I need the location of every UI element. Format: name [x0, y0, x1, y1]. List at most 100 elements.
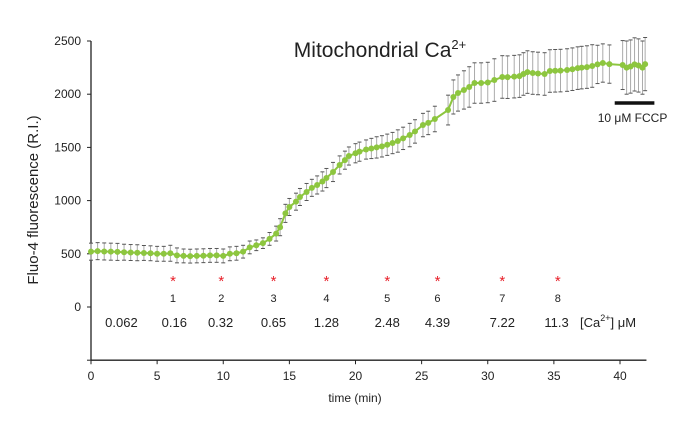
data-point	[578, 64, 585, 71]
data-point	[412, 128, 419, 135]
addition-number: 1	[170, 293, 176, 305]
y-tick-label: 1000	[54, 194, 81, 208]
x-tick-label: 0	[88, 369, 95, 383]
data-point	[425, 119, 432, 126]
data-point	[282, 210, 289, 217]
concentration-label: 4.39	[425, 315, 450, 330]
data-point	[356, 148, 363, 155]
y-tick-label: 1500	[54, 140, 81, 154]
data-point	[88, 248, 94, 255]
data-point	[546, 68, 553, 75]
data-point	[140, 249, 147, 256]
data-point	[504, 74, 511, 81]
concentration-label: 2.48	[375, 315, 400, 330]
data-point	[529, 70, 536, 77]
x-tick-label: 25	[415, 369, 429, 383]
chart-title: Mitochondrial Ca2+	[294, 37, 466, 62]
data-point	[384, 141, 391, 148]
y-tick-label: 2000	[54, 87, 81, 101]
y-tick-label: 2500	[54, 34, 81, 48]
data-point	[207, 252, 214, 259]
data-point	[173, 252, 180, 259]
data-point	[336, 161, 343, 168]
x-tick-label: 15	[283, 369, 297, 383]
data-point	[246, 244, 253, 251]
data-point	[394, 138, 401, 145]
addition-number: 2	[218, 293, 224, 305]
data-point	[253, 242, 260, 249]
concentration-label: 1.28	[314, 315, 339, 330]
data-point	[419, 122, 426, 129]
addition-marker: *	[218, 273, 224, 290]
data-point	[445, 107, 452, 114]
data-point	[193, 252, 200, 259]
addition-marker: *	[435, 273, 441, 290]
addition-number: 7	[499, 293, 505, 305]
data-point	[491, 77, 498, 84]
data-point	[167, 250, 174, 257]
concentration-label: 0.062	[105, 315, 138, 330]
data-point	[368, 145, 375, 152]
data-point	[642, 61, 649, 68]
concentration-unit: [Ca2+] μM	[580, 313, 636, 330]
data-point	[378, 143, 385, 150]
y-axis-label: Fluo-4 fluorescence (R.I.)	[25, 115, 42, 284]
data-point	[345, 153, 352, 160]
data-point	[406, 132, 413, 139]
data-point	[127, 249, 134, 256]
addition-marker: *	[170, 273, 176, 290]
data-point	[564, 67, 571, 74]
data-point	[589, 63, 596, 70]
y-tick-label: 500	[61, 247, 81, 261]
x-tick-label: 30	[481, 369, 495, 383]
addition-marker: *	[499, 273, 505, 290]
addition-marker: *	[271, 273, 277, 290]
data-point	[552, 67, 559, 74]
data-point	[273, 230, 280, 237]
x-tick-label: 5	[154, 369, 161, 383]
data-point	[240, 248, 247, 255]
data-point	[308, 184, 315, 191]
data-point	[484, 79, 491, 86]
data-point	[292, 198, 299, 205]
data-point	[389, 140, 396, 147]
data-point	[524, 69, 531, 76]
data-point	[114, 248, 121, 255]
data-point	[541, 70, 548, 77]
data-point	[134, 249, 141, 256]
concentration-label: 0.32	[208, 315, 233, 330]
addition-marker: *	[384, 273, 390, 290]
data-point	[569, 66, 576, 73]
data-point	[319, 178, 326, 185]
data-point	[535, 70, 542, 77]
data-point	[107, 248, 114, 255]
data-point	[94, 248, 101, 255]
data-point	[373, 144, 380, 151]
data-point	[323, 175, 330, 182]
x-axis-label: time (min)	[328, 391, 381, 405]
data-point	[160, 250, 167, 257]
data-point	[259, 240, 266, 247]
x-tick-label: 20	[349, 369, 363, 383]
data-point	[460, 86, 467, 93]
data-point	[147, 250, 154, 257]
data-point	[478, 80, 485, 87]
data-point	[599, 60, 606, 67]
data-point	[450, 93, 457, 100]
data-point	[363, 146, 370, 153]
addition-marker: *	[323, 273, 329, 290]
data-point	[213, 252, 220, 259]
concentration-label: 11.3	[544, 315, 568, 330]
data-point	[511, 73, 518, 80]
data-point	[187, 253, 194, 260]
addition-marker: *	[555, 273, 561, 290]
data-point	[341, 157, 348, 164]
data-point	[277, 224, 284, 231]
x-tick-label: 10	[217, 369, 231, 383]
data-point	[286, 203, 293, 210]
addition-number: 6	[434, 293, 440, 305]
data-point	[454, 90, 461, 97]
data-point	[226, 250, 233, 257]
data-point	[180, 252, 187, 259]
